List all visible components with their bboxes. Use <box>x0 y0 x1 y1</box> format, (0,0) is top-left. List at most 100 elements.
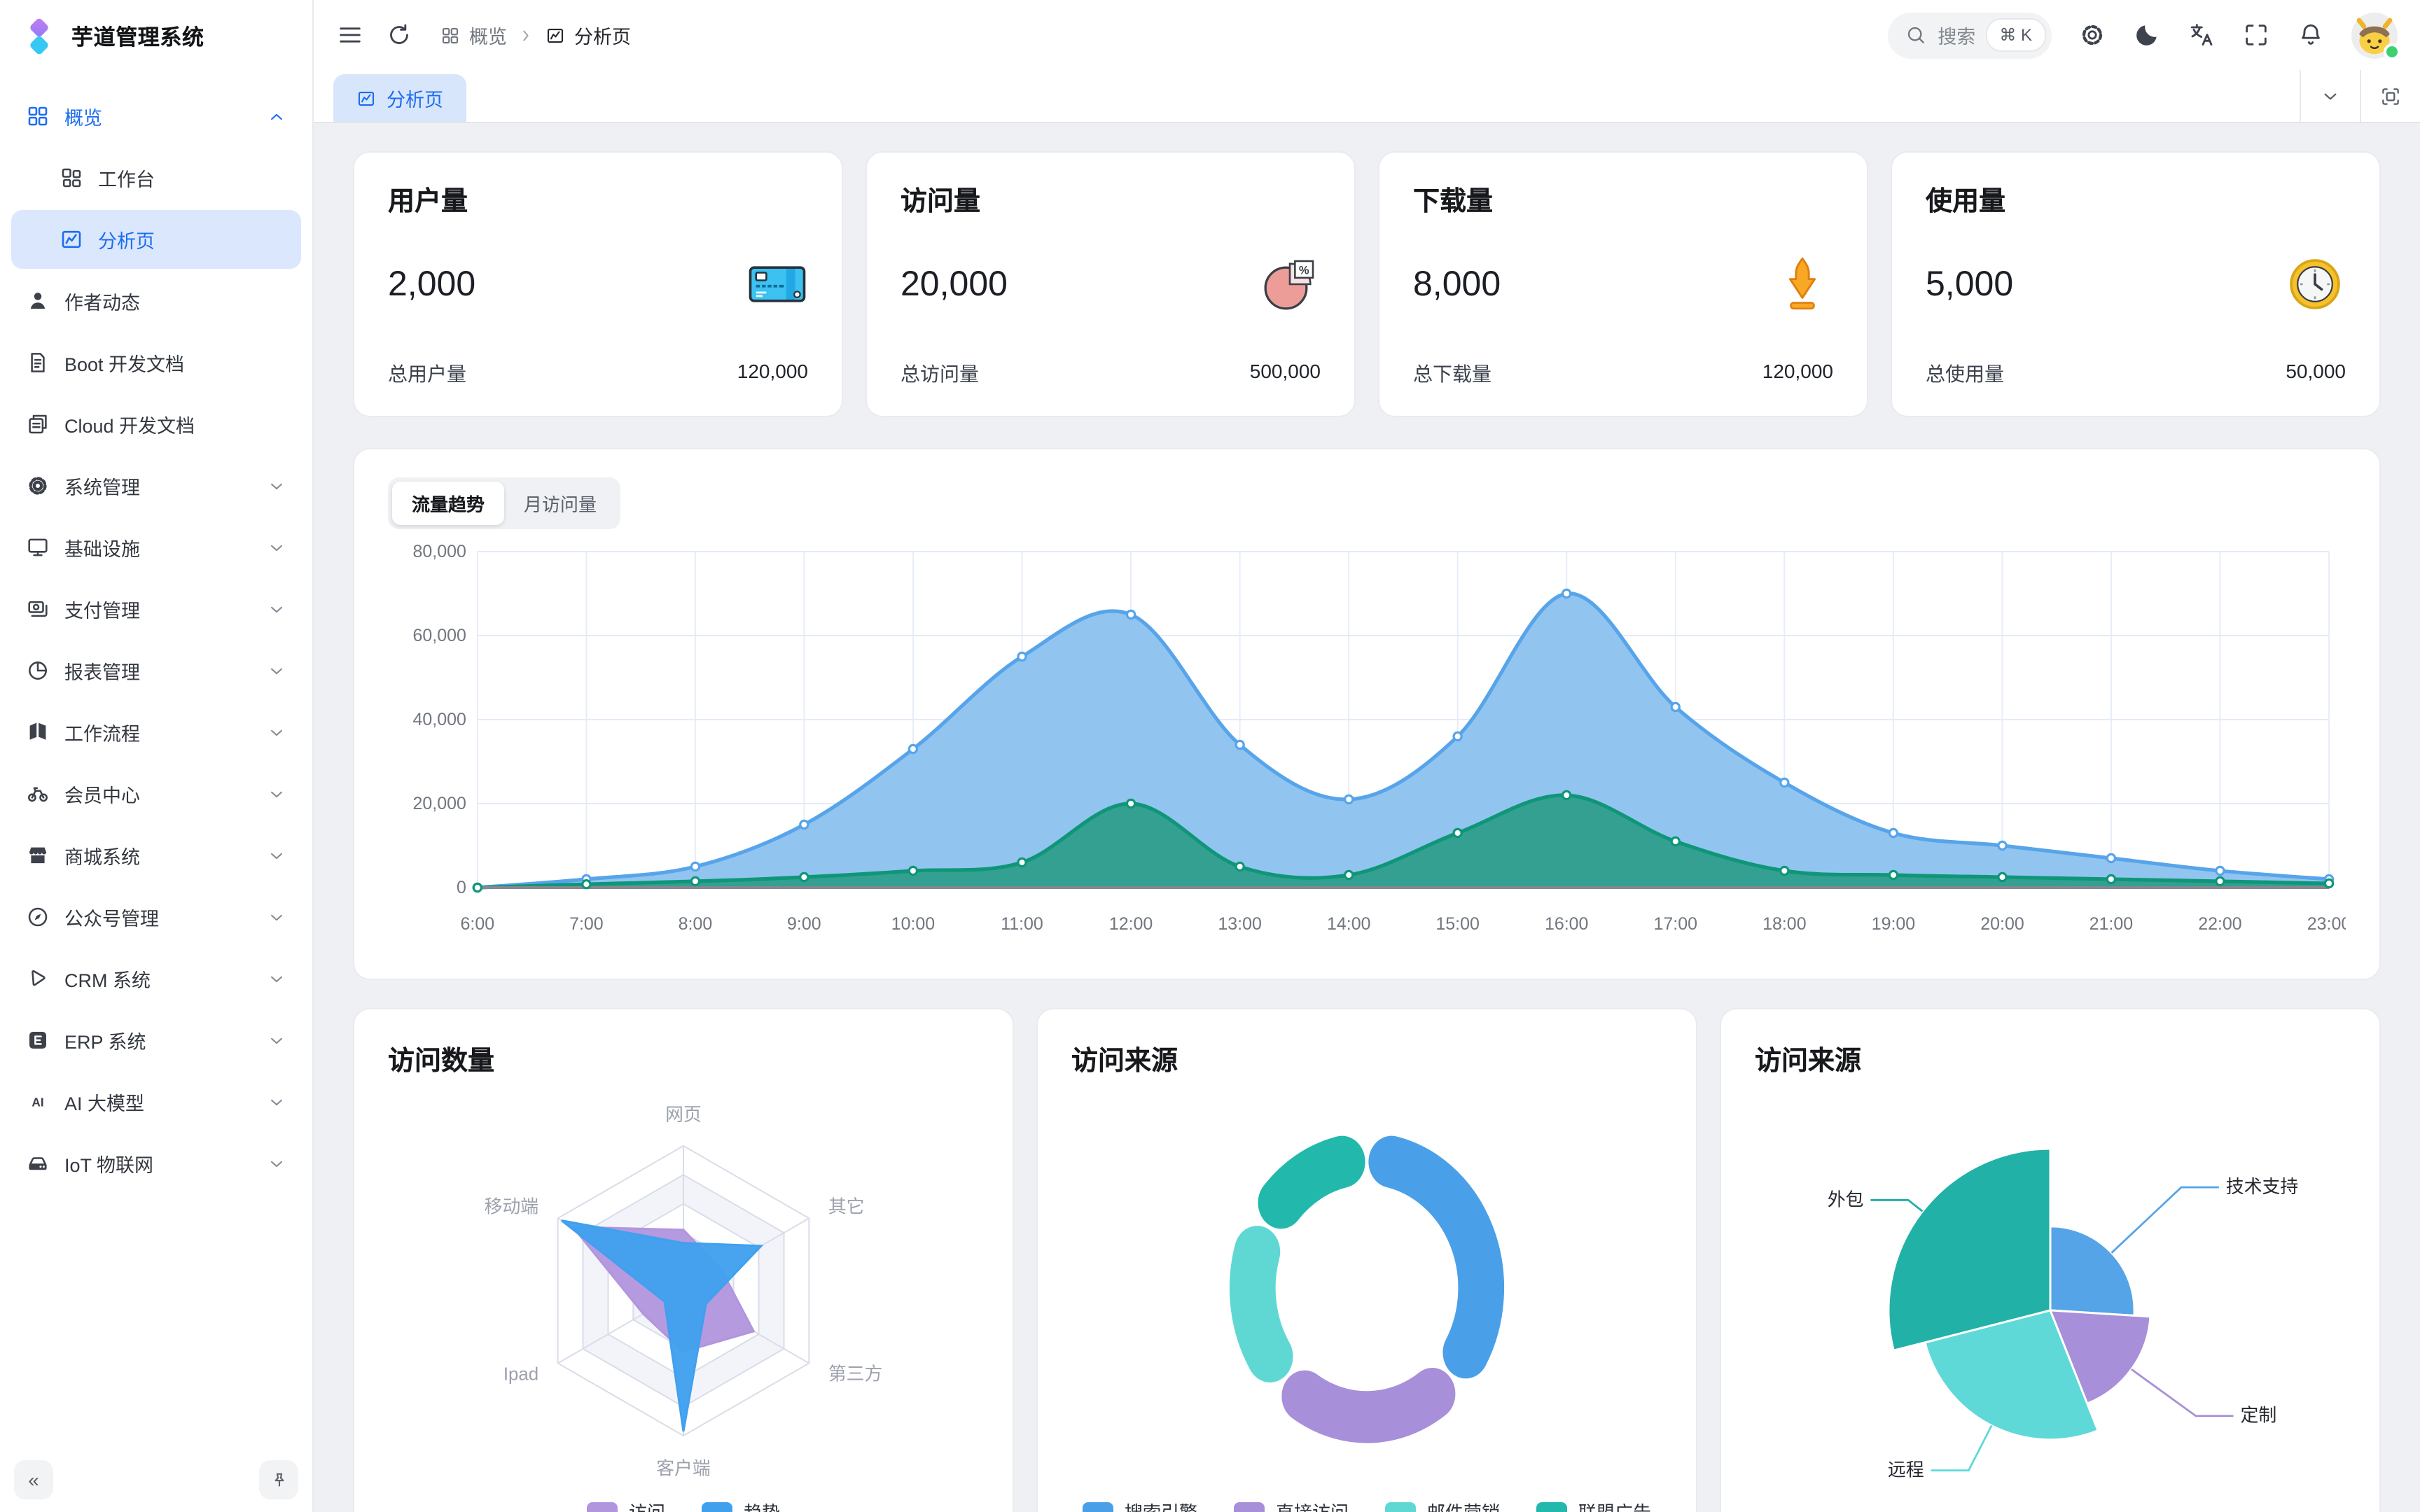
tab-list-dropdown-button[interactable] <box>2300 70 2360 122</box>
avatar-image <box>2351 12 2398 58</box>
donut-slice[interactable] <box>1258 1135 1365 1229</box>
sidebar-item-shop[interactable]: 商城系统 <box>11 826 301 885</box>
svg-text:第三方: 第三方 <box>828 1364 883 1384</box>
sidebar-item-monitor[interactable]: 基础设施 <box>11 518 301 577</box>
svg-text:14:00: 14:00 <box>1327 914 1370 934</box>
stat-cards-row: 用户量 2,000 总用户量 120,000 访问量 20,000% 总访问量 500,000… <box>353 151 2381 417</box>
grid-icon <box>25 104 50 129</box>
svg-text:10:00: 10:00 <box>891 914 935 934</box>
avatar[interactable] <box>2351 12 2400 59</box>
notification-bell-icon[interactable] <box>2297 21 2325 49</box>
rose-slice[interactable] <box>2048 1309 2152 1406</box>
svg-text:80,000: 80,000 <box>413 542 466 561</box>
legend-swatch <box>1082 1502 1113 1512</box>
sidebar-item-workflow[interactable]: 工作流程 <box>11 703 301 762</box>
breadcrumb-overview[interactable]: 概览 <box>440 21 507 49</box>
svg-text:Ipad: Ipad <box>503 1364 538 1384</box>
sidebar-item-iot[interactable]: IoT 物联网 <box>11 1134 301 1193</box>
translate-icon[interactable] <box>2188 21 2216 49</box>
sidebar-collapse-button[interactable]: « <box>14 1460 53 1499</box>
sidebar-item-erp[interactable]: ERP 系统 <box>11 1011 301 1070</box>
sidebar-item-payment[interactable]: 支付管理 <box>11 580 301 638</box>
search-input[interactable]: 搜索 ⌘ K <box>1887 12 2052 58</box>
iot-icon <box>25 1151 50 1176</box>
sidebar-item-gear[interactable]: 系统管理 <box>11 456 301 515</box>
legend-item[interactable]: 访问 <box>586 1498 665 1512</box>
tab-label: 分析页 <box>387 90 443 111</box>
sidebar-item-grid[interactable]: 概览 <box>11 87 301 146</box>
trend-tab-active[interactable]: 流量趋势 <box>392 482 505 525</box>
sidebar: 芋道管理系统 概览 工作台 分析页作者动态 Boot 开发文档 Cloud 开发文档 系统… <box>0 0 314 1512</box>
legend-item[interactable]: 联盟广告 <box>1536 1498 1651 1512</box>
donut-legend: 搜索引擎 直接访问 邮件营销 联盟广告 <box>1071 1498 1662 1512</box>
sidebar-item-report[interactable]: 报表管理 <box>11 641 301 700</box>
legend-label: 访问 <box>629 1498 665 1512</box>
sidebar-item-label: Boot 开发文档 <box>64 354 185 375</box>
legend-item[interactable]: 趋势 <box>702 1498 780 1512</box>
breadcrumb-analysis[interactable]: 分析页 <box>545 21 631 49</box>
stat-card-footer-value: 120,000 <box>1762 360 1833 382</box>
sidebar-item-crm[interactable]: CRM 系统 <box>11 949 301 1008</box>
hamburger-menu-icon[interactable] <box>336 21 364 49</box>
rose-slice[interactable] <box>1887 1147 2052 1352</box>
stat-card: 使用量 5,000 总使用量 50,000 <box>1891 151 2381 417</box>
chevron-down-icon <box>266 845 287 866</box>
legend-item[interactable]: 邮件营销 <box>1385 1498 1500 1512</box>
sidebar-item-label: AI 大模型 <box>64 1093 145 1114</box>
rose-slice[interactable] <box>2049 1225 2136 1317</box>
sidebar-item-label: 会员中心 <box>64 785 140 806</box>
svg-text:网页: 网页 <box>665 1105 702 1125</box>
sidebar-pin-button[interactable] <box>259 1460 298 1499</box>
documents-icon <box>25 412 50 437</box>
pin-icon <box>268 1469 289 1490</box>
legend-item[interactable]: 搜索引擎 <box>1082 1498 1197 1512</box>
shop-icon <box>25 843 50 868</box>
rose-slice-label: 外包 <box>1828 1189 1864 1210</box>
sidebar-item-label: 商城系统 <box>64 847 140 868</box>
chevron-down-icon <box>266 1153 287 1174</box>
sidebar-item-person[interactable]: 作者动态 <box>11 272 301 330</box>
donut-slice[interactable] <box>1229 1226 1293 1382</box>
chart-icon <box>545 24 566 46</box>
workbench-icon <box>59 165 84 190</box>
donut-slice[interactable] <box>1368 1135 1505 1379</box>
chevron-down-icon <box>266 660 287 681</box>
sidebar-item-label: 报表管理 <box>64 662 140 683</box>
svg-text:18:00: 18:00 <box>1762 914 1806 934</box>
trend-tab-inactive[interactable]: 月访问量 <box>524 494 597 515</box>
sidebar-item-docs[interactable]: Cloud 开发文档 <box>11 395 301 454</box>
sidebar-item-ai[interactable]: AI AI 大模型 <box>11 1072 301 1131</box>
stat-card-footer-label: 总下载量 <box>1413 363 1491 385</box>
legend-swatch <box>1536 1502 1568 1512</box>
dark-mode-moon-icon[interactable] <box>2133 21 2161 49</box>
visit-source-donut-chart <box>1229 1135 1505 1443</box>
tabbar-actions <box>2300 70 2420 122</box>
sidebar-item-doc[interactable]: Boot 开发文档 <box>11 333 301 392</box>
content-maximize-button[interactable] <box>2360 70 2420 122</box>
settings-gear-icon[interactable] <box>2078 21 2106 49</box>
legend-item[interactable]: 直接访问 <box>1233 1498 1349 1512</box>
analysis-chart-icon <box>59 227 84 252</box>
donut-slice[interactable] <box>1281 1368 1456 1443</box>
svg-text:0: 0 <box>457 878 466 897</box>
sidebar-item-compass[interactable]: 公众号管理 <box>11 888 301 946</box>
sidebar-item-label: 公众号管理 <box>64 909 159 930</box>
traffic-trend-chart: 0 20,000 40,000 60,000 80,000 6:00 7:00 8:00 9:0… <box>413 542 2346 934</box>
refresh-icon[interactable] <box>385 21 413 49</box>
sidebar-item-workbench[interactable]: 工作台 <box>11 148 301 207</box>
sidebar-item-bike[interactable]: 会员中心 <box>11 764 301 823</box>
legend-swatch <box>1385 1502 1416 1512</box>
tab-analysis-page[interactable]: 分析页 <box>333 74 466 122</box>
svg-text:60,000: 60,000 <box>413 626 466 645</box>
chevron-down-icon <box>266 537 287 558</box>
fullscreen-icon[interactable] <box>2242 21 2270 49</box>
sidebar-item-label: 作者动态 <box>64 293 140 314</box>
stat-card-value: 20,000 <box>900 264 1008 303</box>
stat-card-title: 下载量 <box>1413 188 1494 217</box>
sidebar-item-chart[interactable]: 分析页 <box>11 210 301 269</box>
app-logo[interactable]: 芋道管理系统 <box>0 0 312 73</box>
svg-text:16:00: 16:00 <box>1545 914 1588 934</box>
legend-swatch <box>702 1502 732 1512</box>
chevron-down-icon <box>266 475 287 496</box>
legend-label: 搜索引擎 <box>1125 1498 1197 1512</box>
